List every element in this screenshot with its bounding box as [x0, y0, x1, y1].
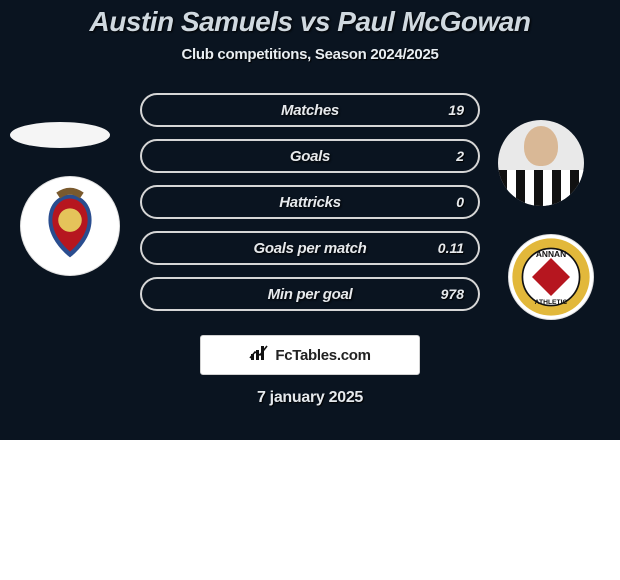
stat-row: Goals per match 0.11 [140, 231, 480, 265]
stat-row: Matches 19 [140, 93, 480, 127]
stat-label: Matches [281, 102, 339, 119]
stat-label: Goals [290, 148, 330, 165]
stat-label: Min per goal [268, 286, 353, 303]
stat-value-right: 0.11 [438, 240, 464, 256]
stat-value-right: 978 [441, 286, 464, 302]
page-title: Austin Samuels vs Paul McGowan [0, 6, 620, 38]
stat-row: Goals 2 [140, 139, 480, 173]
source-badge-text: FcTables.com [275, 347, 370, 364]
date-label: 7 january 2025 [0, 389, 620, 407]
stat-row: Hattricks 0 [140, 185, 480, 219]
subtitle: Club competitions, Season 2024/2025 [0, 46, 620, 63]
stat-value-right: 19 [448, 102, 464, 118]
source-badge[interactable]: FcTables.com [200, 335, 420, 375]
stat-label: Hattricks [279, 194, 341, 211]
stats-list: Matches 19 Goals 2 Hattricks 0 Goals per… [0, 93, 620, 323]
stat-value-right: 2 [456, 148, 464, 164]
chart-icon [249, 344, 271, 367]
stat-label: Goals per match [253, 240, 366, 257]
stat-value-right: 0 [456, 194, 464, 210]
comparison-panel: Austin Samuels vs Paul McGowan Club comp… [0, 0, 620, 440]
stat-row: Min per goal 978 [140, 277, 480, 311]
